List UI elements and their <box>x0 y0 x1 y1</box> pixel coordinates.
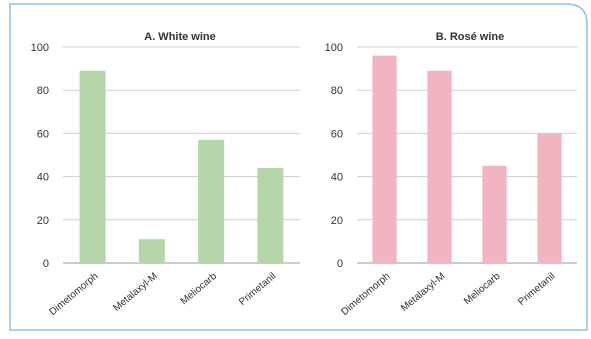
y-tick-label: 80 <box>37 85 49 97</box>
y-tick-label: 60 <box>331 128 343 140</box>
y-tick-label: 100 <box>31 42 49 54</box>
bar-white-wine-1 <box>138 239 165 263</box>
x-tick-label: Dimetomorph <box>339 271 392 318</box>
chart-title: A. White wine <box>144 31 216 43</box>
y-tick-label: 0 <box>43 258 49 270</box>
y-tick-label: 40 <box>331 172 343 184</box>
x-tick-label: Dimetomorph <box>47 271 100 318</box>
bar-rose-wine-0 <box>372 55 397 263</box>
x-tick-label: Meliocarb <box>179 271 220 308</box>
y-tick-label: 20 <box>331 215 343 227</box>
y-tick-label: 40 <box>37 172 49 184</box>
x-tick-label: Metalaxyl-M <box>399 271 447 314</box>
bar-rose-wine-1 <box>427 70 452 263</box>
bar-white-wine-2 <box>198 139 225 263</box>
figure-border <box>9 3 588 331</box>
x-tick-label: Primetanil <box>237 271 278 308</box>
x-tick-label: Metalaxyl-M <box>111 271 159 314</box>
chart-panel-rose-wine: 0 20 40 60 80 100 B. Rosé wine Dimetomorph Metal… <box>325 31 577 318</box>
bar-white-wine-3 <box>257 167 284 263</box>
x-tick-label: Primetanil <box>516 271 557 308</box>
y-tick-label: 20 <box>37 215 49 227</box>
bar-rose-wine-2 <box>482 165 507 263</box>
y-tick-label: 80 <box>331 85 343 97</box>
chart-panel-white-wine: 0 20 40 60 80 100 A. White wine Dimetomorph Meta… <box>31 31 300 318</box>
chart-title: B. Rosé wine <box>436 31 504 43</box>
bar-white-wine-0 <box>79 70 106 263</box>
y-tick-label: 0 <box>337 258 343 270</box>
x-tick-label: Meliocarb <box>462 271 503 308</box>
y-tick-label: 100 <box>325 42 343 54</box>
bar-rose-wine-3 <box>537 133 562 263</box>
y-tick-label: 60 <box>37 128 49 140</box>
